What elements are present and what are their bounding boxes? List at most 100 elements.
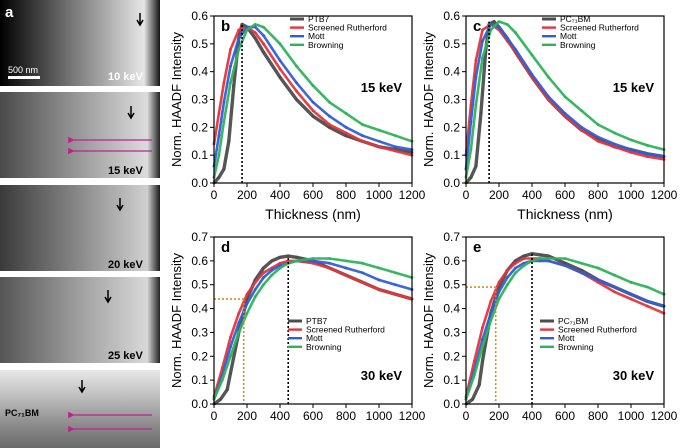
- data-point: [217, 134, 221, 138]
- panel-label-d: d: [221, 239, 230, 256]
- data-point: [361, 123, 364, 126]
- data-point: [245, 28, 249, 32]
- data-point: [229, 354, 232, 358]
- y-tick-label: 0.4: [443, 65, 460, 79]
- data-point: [295, 89, 298, 93]
- data-point: [394, 145, 397, 149]
- data-point: [377, 128, 381, 132]
- y-tick-label: 0.4: [191, 302, 208, 316]
- data-point: [253, 31, 257, 35]
- data-point: [497, 280, 501, 284]
- chart-b: 0 200 400 600 800 1000 1200 0.0 0.1 0.2 0.3 0.4 0.5 0…: [169, 9, 426, 222]
- energy-label-15kev: 15 keV: [108, 165, 144, 177]
- legend-label: Screened Rutherford: [560, 23, 639, 33]
- data-point: [286, 259, 290, 263]
- energy-label-25kev: 25 keV: [108, 350, 144, 362]
- data-point: [472, 359, 476, 363]
- data-point: [222, 81, 226, 85]
- panel-label-b: b: [221, 18, 230, 35]
- data-point: [646, 155, 649, 158]
- data-point: [278, 261, 282, 265]
- energy-label-10kev: 10 keV: [108, 71, 144, 83]
- data-point: [225, 388, 229, 392]
- data-point: [646, 300, 649, 303]
- legend-label: Browning: [308, 40, 344, 50]
- data-point: [514, 261, 517, 265]
- y-tick-label: 0.2: [443, 120, 460, 134]
- data-point: [245, 302, 249, 306]
- data-point: [469, 148, 473, 152]
- data-point: [262, 271, 265, 275]
- data-point: [530, 73, 534, 76]
- data-point: [237, 321, 241, 325]
- data-point: [505, 36, 509, 40]
- y-axis-label: Norm. HAADF Intensity: [421, 252, 436, 388]
- data-point: [629, 138, 633, 142]
- down-arrow-icon: [127, 106, 135, 120]
- data-point: [295, 259, 298, 263]
- data-point: [377, 288, 381, 291]
- panel-label-e: e: [473, 239, 481, 256]
- data-point: [563, 95, 567, 99]
- x-tick-label: 800: [336, 409, 356, 423]
- x-tick-label: 400: [522, 188, 542, 202]
- data-point: [328, 261, 331, 265]
- tem-image-25kev: [0, 277, 160, 363]
- legend-label: PC₇₁BM: [560, 14, 590, 24]
- legend-label: Screened Rutherford: [306, 325, 385, 335]
- data-point: [278, 255, 282, 259]
- data-point: [229, 345, 232, 349]
- data-point: [286, 254, 290, 258]
- down-arrow-icon: [104, 290, 112, 304]
- tem-image-20kev: [0, 185, 160, 271]
- data-point: [481, 326, 484, 330]
- data-point: [522, 257, 526, 260]
- y-tick-label: 0.0: [443, 176, 460, 190]
- y-tick-label: 0.5: [191, 37, 208, 51]
- data-point: [328, 123, 331, 126]
- y-tick-label: 0.7: [443, 230, 460, 244]
- data-point: [253, 288, 257, 291]
- down-arrow-icon: [78, 380, 86, 394]
- data-point: [563, 264, 567, 268]
- chart-e: 0 200 400 600 800 1000 1200 0.0 0.1 0.2 0.3 0.4 0.5 0…: [421, 230, 678, 423]
- legend-label: Screened Rutherford: [558, 325, 637, 335]
- data-point: [514, 271, 517, 275]
- data-point: [232, 84, 236, 87]
- data-point: [497, 290, 501, 294]
- legend-label: Browning: [306, 342, 342, 352]
- data-point: [489, 22, 493, 26]
- data-point: [596, 280, 600, 284]
- data-point: [328, 114, 331, 118]
- data-point: [253, 22, 257, 26]
- y-tick-label: 0.2: [191, 349, 208, 363]
- x-tick-label: 200: [237, 188, 257, 202]
- data-point: [629, 297, 633, 301]
- y-tick-label: 0.2: [443, 349, 460, 363]
- data-point: [580, 109, 583, 113]
- data-point: [474, 59, 478, 62]
- legend-label: PC₇₁BM: [558, 316, 588, 326]
- data-point: [222, 120, 226, 124]
- data-point: [344, 266, 348, 270]
- x-tick-label: 600: [303, 188, 323, 202]
- data-point: [328, 257, 331, 260]
- data-point: [295, 81, 298, 85]
- data-point: [563, 257, 567, 260]
- data-point: [311, 261, 315, 265]
- y-tick-label: 0.4: [443, 302, 460, 316]
- data-point: [474, 164, 478, 168]
- x-axis-label: Thickness (nm): [517, 206, 613, 222]
- x-tick-label: 1200: [651, 188, 678, 202]
- data-point: [229, 335, 232, 339]
- data-point: [295, 98, 298, 101]
- y-tick-label: 0.3: [443, 93, 460, 107]
- data-point: [629, 280, 633, 284]
- x-tick-label: 800: [336, 188, 356, 202]
- x-tick-label: 0: [211, 188, 218, 202]
- data-point: [245, 311, 249, 315]
- data-point: [481, 39, 484, 43]
- data-point: [270, 269, 274, 272]
- data-point: [229, 64, 232, 68]
- data-point: [613, 285, 616, 289]
